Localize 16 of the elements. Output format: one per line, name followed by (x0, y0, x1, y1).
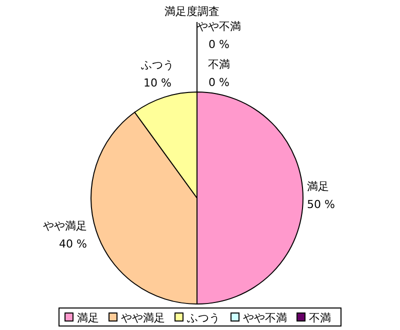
legend-label: 満足 (77, 312, 99, 324)
chart-title: 満足度調査 (164, 5, 220, 18)
data-label: 50 % (307, 198, 335, 211)
text: 0 % (208, 38, 230, 51)
category-label: 不満 (208, 58, 230, 71)
slice-label: 満足 (307, 180, 329, 193)
data-label: 10 % (143, 76, 172, 90)
data-label: 40 % (59, 238, 87, 251)
category-label: やや不満 (197, 20, 241, 33)
legend-label: 不満 (309, 312, 331, 324)
legend-label: ふつう (186, 312, 220, 324)
legend-label: やや満足 (121, 312, 165, 324)
slice-label: やや満足 (43, 220, 87, 233)
slice-label: ふつう (140, 58, 174, 72)
text: 0 % (208, 76, 230, 89)
legend-label: やや不満 (243, 312, 287, 324)
